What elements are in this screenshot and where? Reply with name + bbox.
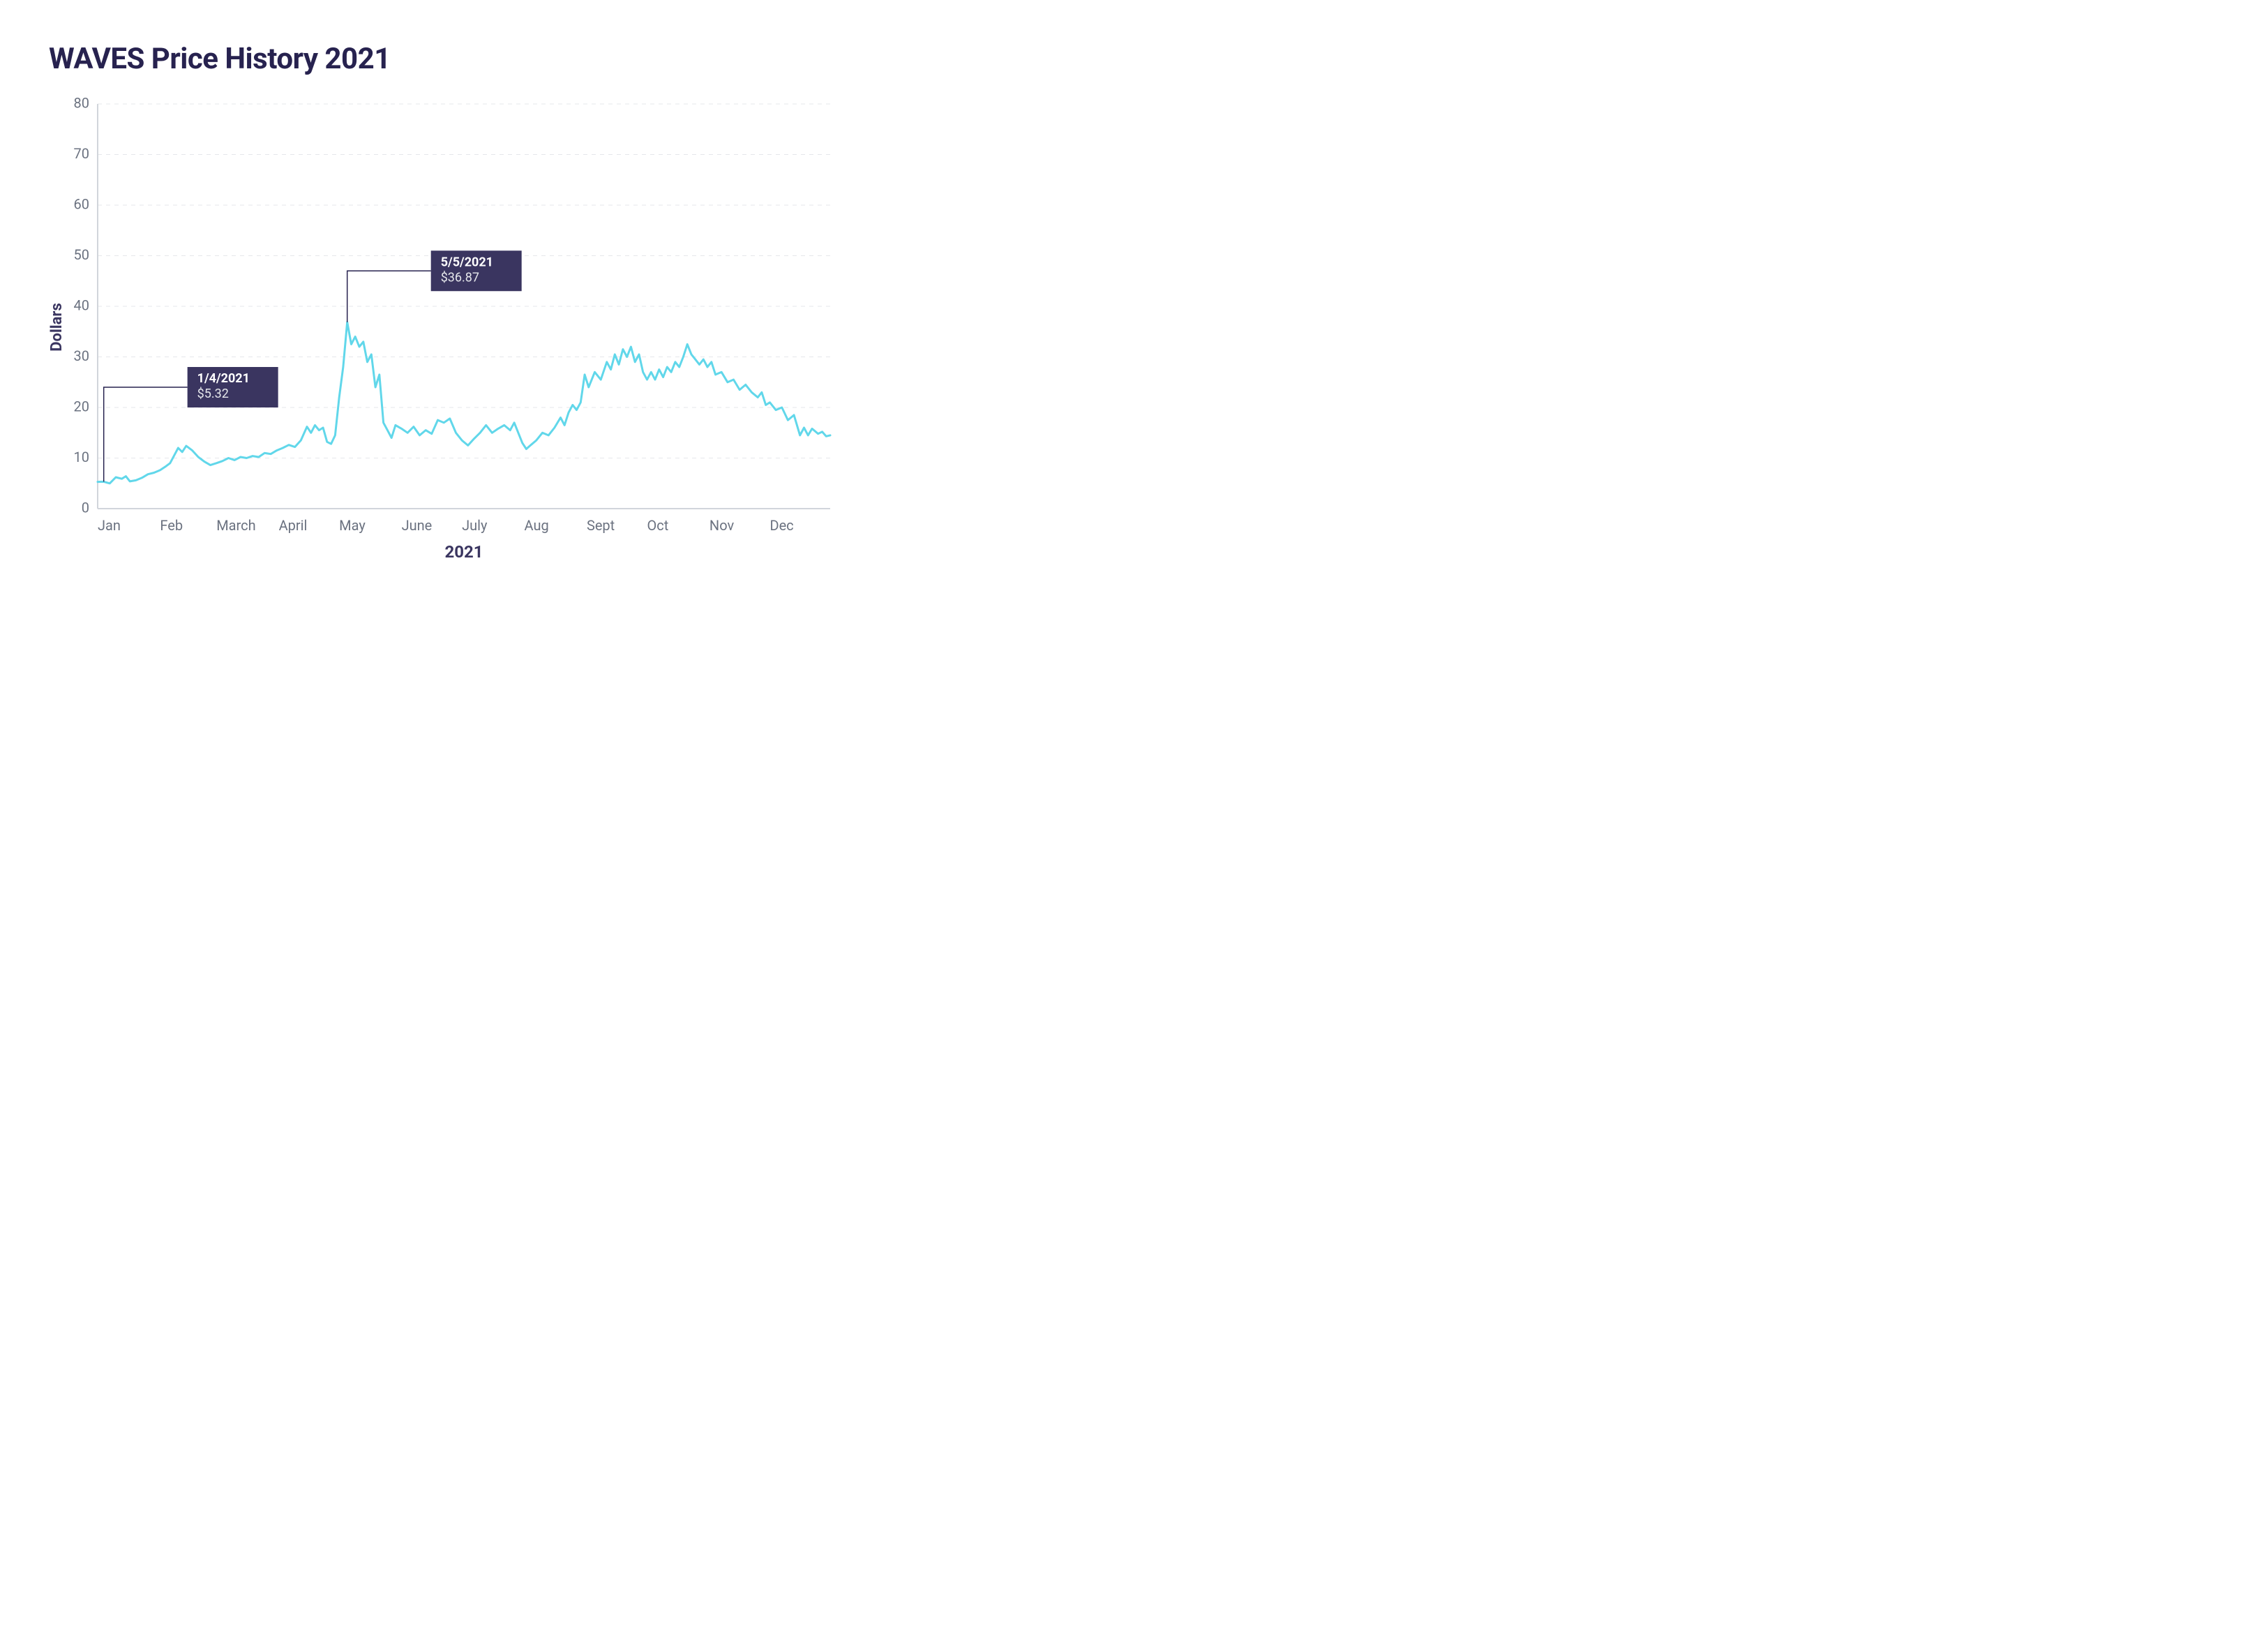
y-tick-label: 20 [74,398,89,414]
x-tick-label: May [339,517,366,534]
x-axis-label: 2021 [444,542,483,562]
y-tick-label: 40 [74,297,89,313]
y-tick-label: 50 [74,246,89,263]
x-tick-label: March [216,517,255,534]
callout-connector [347,271,431,322]
y-tick-label: 70 [74,145,89,162]
callout-date: 1/4/2021 [197,371,250,386]
chart-title: WAVES Price History 2021 [49,42,844,76]
callout-date: 5/5/2021 [441,255,493,269]
x-tick-label: Sept [587,517,615,534]
price-chart-svg: 0 10 20 30 40 50 60 70 80 Jan Feb March April May June… [49,97,844,585]
y-tick-label: 30 [74,347,89,364]
chart-page: WAVES Price History 2021 0 10 20 30 40 50 60 70… [0,0,893,659]
x-tick-label: June [402,517,433,534]
x-tick-label: Oct [647,517,669,534]
callout-connector [104,387,188,481]
y-tick-label: 60 [74,195,89,212]
x-tick-label: July [462,517,488,534]
y-tick-label: 10 [74,449,89,465]
chart-container: 0 10 20 30 40 50 60 70 80 Jan Feb March April May June… [49,97,844,585]
callout-value: $5.32 [197,387,229,401]
y-tick-label: 80 [74,97,89,111]
callout-value: $36.87 [441,270,479,285]
x-tick-label: Dec [769,517,793,534]
y-tick-label: 0 [82,499,89,516]
x-tick-label: Aug [525,517,549,534]
x-tick-label: Jan [98,517,121,534]
x-tick-label: Feb [160,517,183,534]
x-tick-label: Nov [709,517,735,534]
x-tick-label: April [279,517,308,534]
y-axis-label: Dollars [49,303,66,352]
